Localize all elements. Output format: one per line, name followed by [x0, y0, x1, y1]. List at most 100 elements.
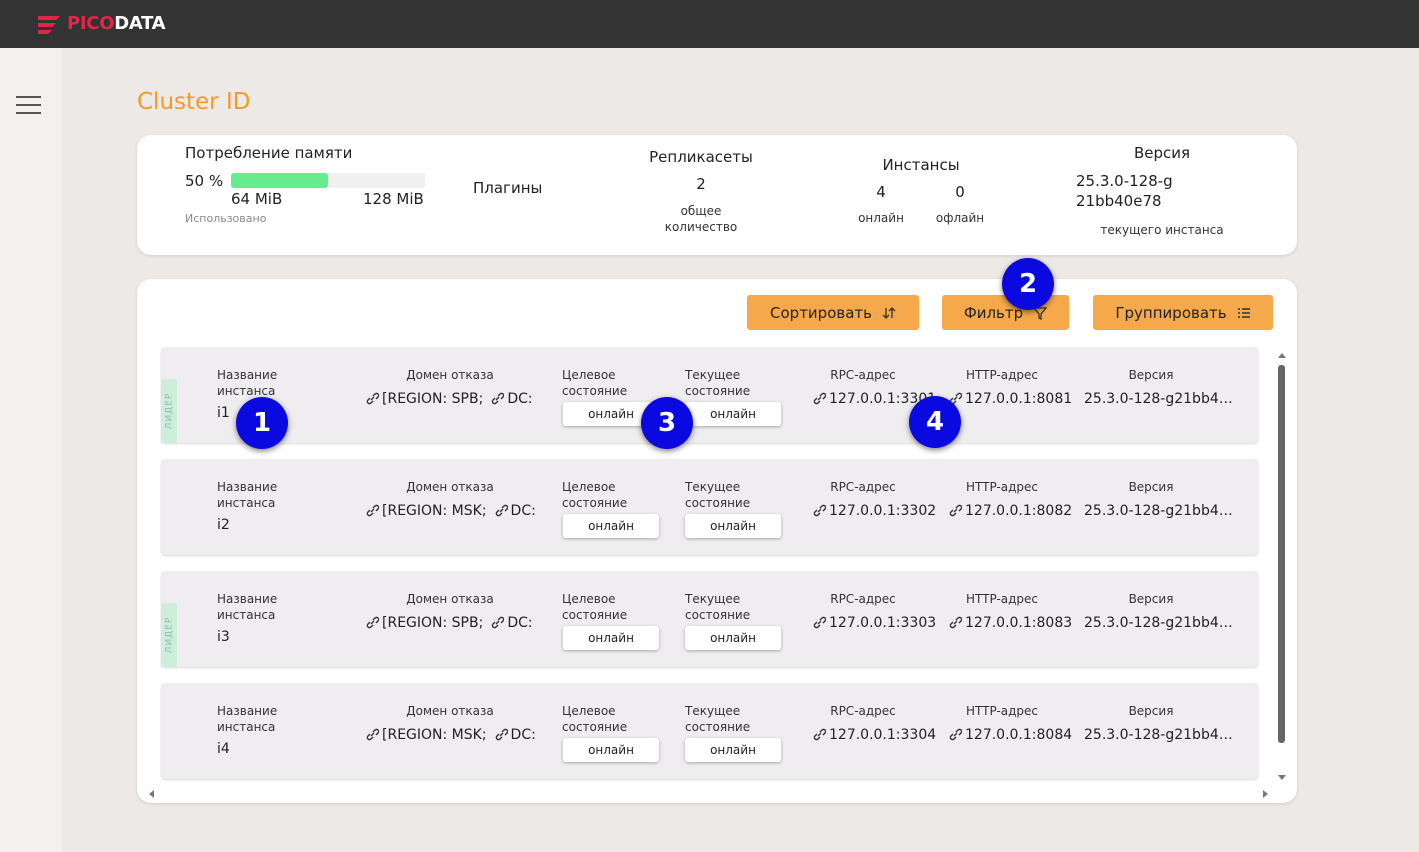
button-icon: [1237, 307, 1250, 318]
leader-tag: ЛИДЕР: [161, 603, 177, 667]
failure-domain: [REGION: MSK; DC:: [365, 503, 536, 519]
domain-part: DC:: [507, 391, 533, 407]
memory-track: [231, 173, 425, 188]
leader-label: ЛИДЕР: [164, 392, 174, 430]
instances-title: Инстансы: [882, 156, 960, 174]
column-label: Версия: [1128, 368, 1174, 382]
column-label: HTTP-адрес: [965, 368, 1039, 382]
sidebar: [0, 48, 62, 852]
instance-row: ЛИДЕР Название инстанса i3 Домен отказа [REG…: [161, 571, 1258, 667]
target-state[interactable]: онлайн: [563, 514, 659, 538]
annotation-marker: 4: [909, 396, 961, 448]
current-state[interactable]: онлайн: [685, 402, 781, 426]
http-text: 127.0.0.1:8083: [965, 615, 1073, 631]
link-icon: [495, 728, 508, 741]
column-label: Текущее состояние: [685, 480, 751, 510]
instance-name: i3: [217, 629, 230, 645]
memory-title: Потребление памяти: [185, 144, 353, 162]
link-icon: [366, 504, 379, 517]
annotation-marker: 1: [236, 397, 288, 449]
http-text: 127.0.0.1:8082: [965, 503, 1073, 519]
domain-part: [REGION: SPB;: [382, 615, 484, 631]
button-icon: [1033, 306, 1048, 320]
replicasets-title: Репликасеты: [649, 148, 753, 166]
rpc-address: 127.0.0.1:3303: [812, 615, 936, 631]
logo: PICODATA: [67, 13, 166, 34]
link-icon: [813, 616, 826, 629]
instance-version: 25.3.0-128-g21bb4…: [1084, 615, 1233, 631]
button-icon: [882, 306, 896, 319]
column-label: RPC-адрес: [830, 592, 896, 606]
column-label: Название инстанса: [217, 480, 278, 510]
column-label: RPC-адрес: [830, 704, 896, 718]
column-label: Домен отказа: [406, 368, 494, 382]
failure-domain: [REGION: SPB; DC:: [365, 391, 533, 407]
instance-name: i2: [217, 517, 230, 533]
memory-caption: Использовано: [185, 212, 267, 225]
instance-row: ЛИДЕР Название инстанса i1 Домен отказа [REG…: [161, 347, 1258, 443]
column-label: Целевое состояние: [562, 704, 628, 734]
target-state[interactable]: онлайн: [563, 626, 659, 650]
logo-part: DATA: [114, 13, 166, 34]
toolbar-button[interactable]: Фильтр: [942, 295, 1069, 330]
column-label: Версия: [1128, 704, 1174, 718]
instances-offline: 0: [955, 183, 965, 201]
link-icon: [813, 728, 826, 741]
rpc-address: 127.0.0.1:3302: [812, 503, 936, 519]
column-label: HTTP-адрес: [965, 480, 1039, 494]
column-label: Текущее состояние: [685, 592, 751, 622]
vertical-scrollbar[interactable]: [1275, 349, 1289, 789]
instance-name: i4: [217, 741, 230, 757]
annotation-marker: 3: [641, 397, 693, 449]
target-state[interactable]: онлайн: [563, 738, 659, 762]
http-text: 127.0.0.1:8081: [965, 391, 1073, 407]
page-title: Cluster ID: [137, 89, 251, 115]
replicasets-count: 2: [696, 175, 706, 193]
instances-offline-label: офлайн: [935, 211, 985, 225]
rpc-address: 127.0.0.1:3301: [812, 391, 936, 407]
rpc-address: 127.0.0.1:3304: [812, 727, 936, 743]
rpc-text: 127.0.0.1:3303: [829, 615, 937, 631]
toolbar-button[interactable]: Сортировать: [747, 295, 919, 330]
column-label: Версия: [1128, 592, 1174, 606]
button-label: Фильтр: [963, 303, 1024, 322]
memory-total: 128 MiB: [363, 190, 424, 208]
rpc-text: 127.0.0.1:3301: [829, 391, 937, 407]
instances-card: Сортировать Фильтр Группировать ЛИДЕР Назван…: [137, 279, 1297, 803]
link-icon: [366, 616, 379, 629]
http-address: 127.0.0.1:8081: [948, 391, 1072, 407]
column-label: Домен отказа: [406, 704, 494, 718]
memory-bar: [231, 173, 328, 188]
column-label: Текущее состояние: [685, 704, 751, 734]
column-label: Версия: [1128, 480, 1174, 494]
instance-version: 25.3.0-128-g21bb4…: [1084, 727, 1233, 743]
version-caption: текущего инстанса: [1100, 223, 1224, 237]
column-label: Целевое состояние: [562, 592, 628, 622]
leader-tag: ЛИДЕР: [161, 379, 177, 443]
link-icon: [492, 616, 505, 629]
http-address: 127.0.0.1:8082: [948, 503, 1072, 519]
current-state[interactable]: онлайн: [685, 626, 781, 650]
rpc-text: 127.0.0.1:3304: [829, 727, 937, 743]
toolbar-button[interactable]: Группировать: [1093, 295, 1273, 330]
link-icon: [813, 392, 826, 405]
current-state[interactable]: онлайн: [685, 514, 781, 538]
http-address: 127.0.0.1:8083: [948, 615, 1072, 631]
http-address: 127.0.0.1:8084: [948, 727, 1072, 743]
version-value: 25.3.0-128-g21bb40e78: [1076, 172, 1173, 210]
annotation-marker: 2: [1002, 258, 1054, 310]
current-state[interactable]: онлайн: [685, 738, 781, 762]
summary-card: Потребление памяти 50 % 64 MiB 128 MiB И…: [137, 135, 1297, 255]
instance-row: Название инстанса i4 Домен отказа [REGION: …: [161, 683, 1258, 779]
menu-button[interactable]: [16, 96, 42, 116]
plugins-title: Плагины: [473, 179, 543, 197]
link-icon: [949, 616, 962, 629]
horizontal-scrollbar[interactable]: [147, 787, 1272, 801]
memory-percent: 50 %: [185, 172, 224, 190]
http-text: 127.0.0.1:8084: [965, 727, 1073, 743]
link-icon: [949, 728, 962, 741]
column-label: Текущее состояние: [685, 368, 751, 398]
column-label: RPC-адрес: [830, 480, 896, 494]
domain-part: DC:: [510, 503, 536, 519]
